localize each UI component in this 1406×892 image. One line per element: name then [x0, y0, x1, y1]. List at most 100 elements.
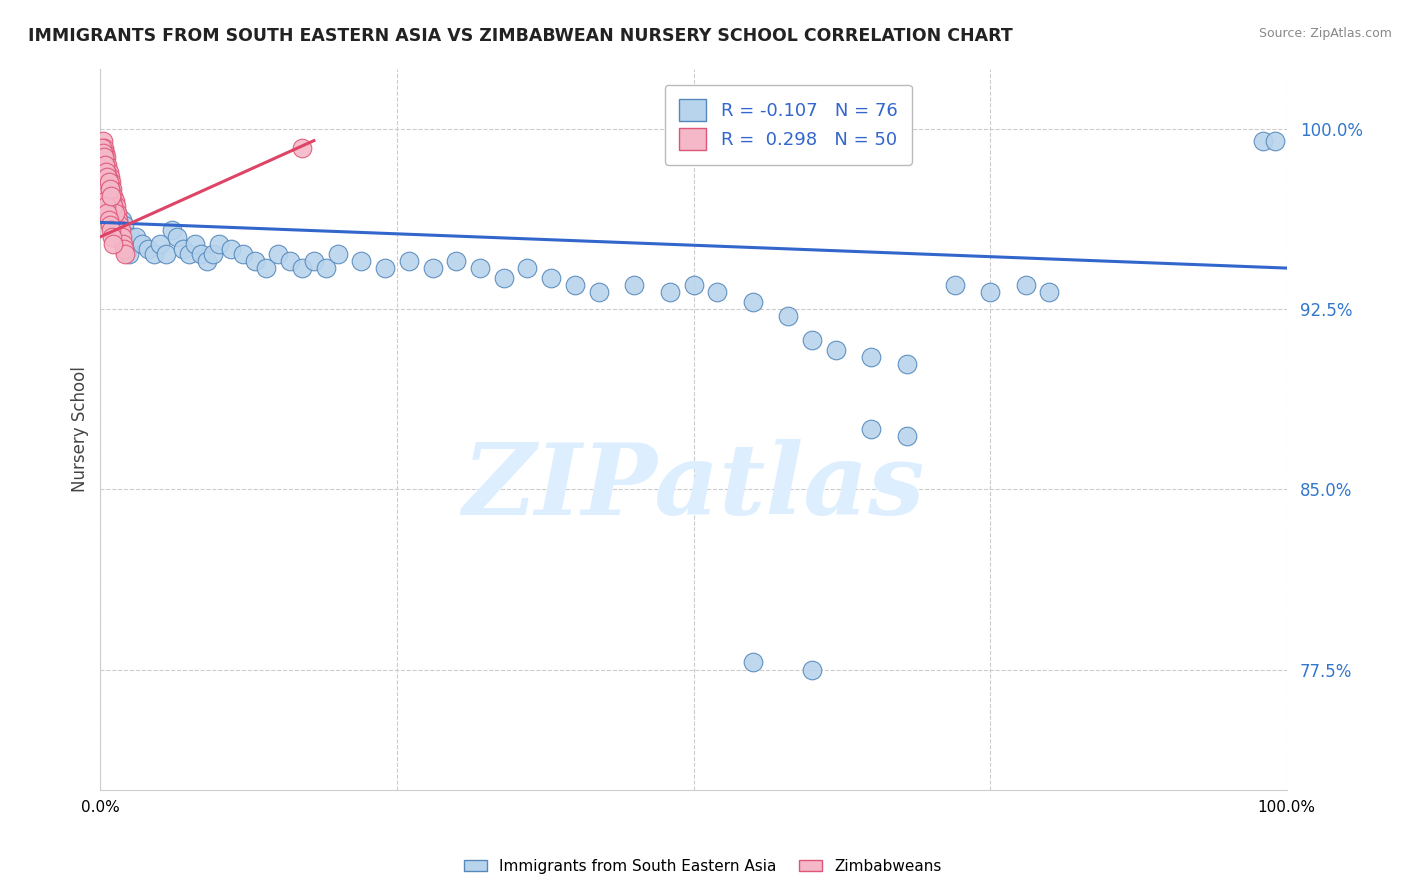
- Point: [267, 246, 290, 260]
- Point: [91, 182, 114, 196]
- Point: [90, 141, 112, 155]
- Point: [103, 189, 125, 203]
- Point: [741, 294, 763, 309]
- Point: [96, 206, 118, 220]
- Point: [103, 237, 125, 252]
- Point: [107, 211, 129, 225]
- Point: [160, 222, 183, 236]
- Point: [232, 246, 254, 260]
- Point: [104, 198, 127, 212]
- Point: [979, 285, 1001, 299]
- Point: [111, 230, 134, 244]
- Text: Source: ZipAtlas.com: Source: ZipAtlas.com: [1258, 27, 1392, 40]
- Point: [801, 333, 824, 347]
- Point: [103, 203, 125, 218]
- Point: [184, 237, 207, 252]
- Point: [98, 169, 121, 184]
- Point: [278, 253, 301, 268]
- Point: [100, 222, 122, 236]
- Point: [115, 237, 138, 252]
- Point: [98, 182, 121, 196]
- Point: [540, 270, 562, 285]
- Point: [118, 246, 141, 260]
- Point: [96, 158, 118, 172]
- Point: [110, 222, 132, 236]
- Point: [93, 151, 115, 165]
- Point: [103, 198, 125, 212]
- Point: [202, 246, 225, 260]
- Point: [172, 242, 194, 256]
- Point: [110, 222, 132, 236]
- Point: [117, 242, 139, 256]
- Point: [103, 194, 125, 208]
- Point: [108, 218, 131, 232]
- Point: [112, 242, 135, 256]
- Point: [155, 246, 177, 260]
- Point: [422, 261, 444, 276]
- Point: [97, 213, 120, 227]
- Point: [96, 182, 118, 196]
- Point: [825, 343, 848, 357]
- Point: [256, 261, 278, 276]
- Point: [97, 189, 120, 203]
- Text: IMMIGRANTS FROM SOUTH EASTERN ASIA VS ZIMBABWEAN NURSERY SCHOOL CORRELATION CHAR: IMMIGRANTS FROM SOUTH EASTERN ASIA VS ZI…: [28, 27, 1012, 45]
- Point: [97, 165, 120, 179]
- Point: [468, 261, 491, 276]
- Point: [91, 134, 114, 148]
- Point: [860, 422, 883, 436]
- Point: [111, 213, 134, 227]
- Point: [682, 277, 704, 292]
- Point: [326, 246, 349, 260]
- Point: [564, 277, 586, 292]
- Point: [93, 141, 115, 155]
- Point: [98, 196, 121, 211]
- Point: [943, 277, 966, 292]
- Point: [112, 218, 135, 232]
- Point: [100, 198, 122, 212]
- Point: [96, 198, 118, 212]
- Point: [131, 237, 153, 252]
- Point: [105, 206, 128, 220]
- Point: [1251, 134, 1274, 148]
- Point: [1038, 285, 1060, 299]
- Point: [97, 175, 120, 189]
- Point: [350, 253, 373, 268]
- Point: [243, 253, 266, 268]
- Legend: R = -0.107   N = 76, R =  0.298   N = 50: R = -0.107 N = 76, R = 0.298 N = 50: [665, 85, 912, 165]
- Point: [91, 145, 114, 160]
- Point: [96, 165, 118, 179]
- Point: [103, 206, 125, 220]
- Point: [125, 230, 148, 244]
- Point: [101, 194, 124, 208]
- Point: [896, 357, 918, 371]
- Point: [101, 182, 124, 196]
- Point: [104, 213, 127, 227]
- Point: [111, 230, 134, 244]
- Point: [118, 230, 141, 244]
- Text: ZIPatlas: ZIPatlas: [463, 439, 925, 535]
- Point: [706, 285, 728, 299]
- Point: [896, 429, 918, 443]
- Y-axis label: Nursery School: Nursery School: [72, 367, 89, 492]
- Point: [492, 270, 515, 285]
- Point: [98, 182, 121, 196]
- Point: [315, 261, 337, 276]
- Point: [98, 218, 121, 232]
- Point: [219, 242, 242, 256]
- Point: [101, 194, 124, 208]
- Point: [658, 285, 681, 299]
- Point: [166, 230, 188, 244]
- Point: [105, 206, 128, 220]
- Point: [623, 277, 645, 292]
- Point: [398, 253, 420, 268]
- Point: [860, 350, 883, 364]
- Point: [516, 261, 538, 276]
- Point: [190, 246, 212, 260]
- Point: [801, 663, 824, 677]
- Point: [291, 261, 314, 276]
- Point: [94, 158, 117, 172]
- Point: [1015, 277, 1038, 292]
- Legend: Immigrants from South Eastern Asia, Zimbabweans: Immigrants from South Eastern Asia, Zimb…: [458, 853, 948, 880]
- Point: [100, 189, 122, 203]
- Point: [114, 246, 136, 260]
